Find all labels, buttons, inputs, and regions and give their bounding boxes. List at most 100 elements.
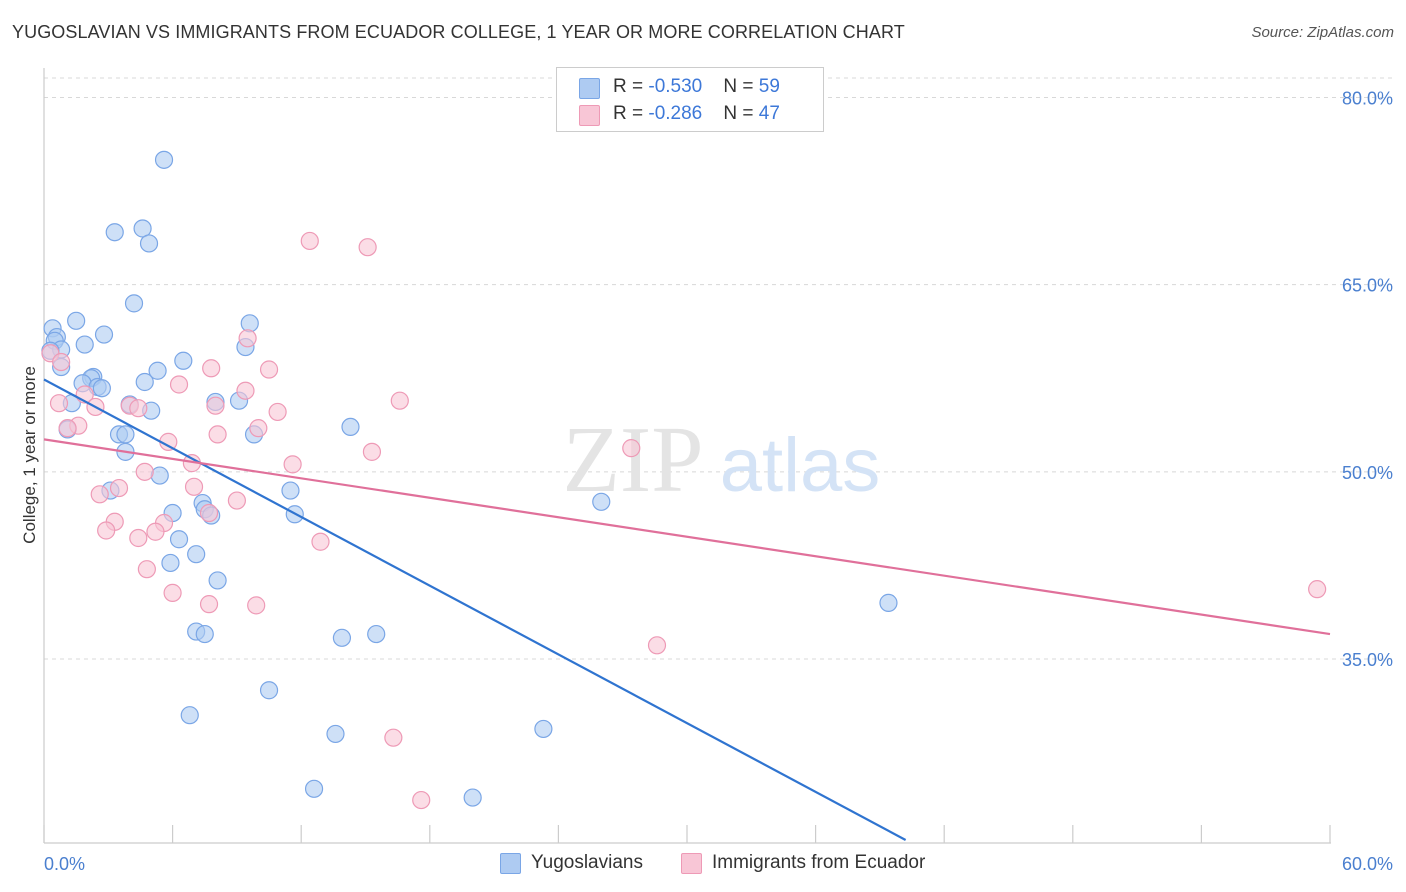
ecuador-point xyxy=(247,596,266,615)
yugoslavian-point xyxy=(879,593,898,612)
gridlines xyxy=(44,77,1395,660)
ecuador-point xyxy=(135,462,154,481)
yugoslavian-point xyxy=(592,492,611,511)
yugoslavian-point xyxy=(174,351,193,370)
yugoslavian-point xyxy=(463,788,482,807)
legend-label: Yugoslavians xyxy=(531,852,643,873)
yugoslavian-point xyxy=(154,150,174,169)
correlation-legend: R = -0.530 N = 59 R = -0.286 N = 47 xyxy=(556,67,824,132)
ecuador-point xyxy=(137,560,156,579)
ecuador-point xyxy=(283,455,302,474)
ecuador-point xyxy=(236,381,255,400)
r-label: R = xyxy=(613,76,649,97)
ecuador-point xyxy=(362,442,382,461)
ecuador-point xyxy=(109,478,129,498)
y-tick-label: 80.0% xyxy=(1342,88,1393,108)
ecuador-point xyxy=(390,391,409,410)
yugoslavian-point xyxy=(304,779,324,798)
ecuador-point xyxy=(49,394,69,413)
r-label: R = xyxy=(613,103,649,124)
yugoslavian-point xyxy=(133,219,152,238)
ecuador-point xyxy=(238,329,257,348)
ecuador-point xyxy=(97,521,116,540)
legend-swatch-pink xyxy=(681,853,702,874)
ecuador-point xyxy=(52,352,71,372)
yugoslavian-point xyxy=(139,234,159,253)
yugoslavian-point xyxy=(169,530,189,549)
ecuador-point xyxy=(647,636,667,655)
y-tick-label: 35.0% xyxy=(1342,650,1393,670)
ecuador-point xyxy=(300,231,319,251)
ecuador-point xyxy=(146,522,165,541)
tick-labels: 35.0% 50.0% 65.0% 80.0% 0.0% 60.0% xyxy=(44,88,1393,874)
yugoslavian-point xyxy=(105,223,124,242)
yugoslavian-point xyxy=(281,481,300,500)
ecuador-point xyxy=(268,402,287,422)
yugoslavian-point xyxy=(116,425,135,444)
ecuador-trend-line xyxy=(43,438,1331,636)
chart-title: YUGOSLAVIAN VS IMMIGRANTS FROM ECUADOR C… xyxy=(12,22,905,42)
yugoslavian-point xyxy=(534,719,553,739)
watermark-atlas: atlas xyxy=(720,423,881,508)
legend-stats: R = -0.286 N = 47 xyxy=(613,103,780,125)
y-tick-label: 50.0% xyxy=(1342,463,1393,483)
ecuador-point xyxy=(90,485,109,504)
legend-stats: R = -0.530 N = 59 xyxy=(613,76,780,98)
x-tick-label: 0.0% xyxy=(44,854,85,874)
yugoslavian-point xyxy=(259,681,279,700)
yugoslavian-trend-line xyxy=(43,378,907,841)
yugoslavian-point xyxy=(94,325,114,344)
ecuador-point xyxy=(58,419,77,438)
ecuador-point xyxy=(358,238,377,257)
yugoslavian-point xyxy=(208,571,227,590)
y-tick-label: 65.0% xyxy=(1342,276,1393,296)
source-label: Source: ZipAtlas.com xyxy=(1251,24,1394,41)
ecuador-point xyxy=(199,595,219,614)
yugoslavian-point xyxy=(135,372,154,392)
ecuador-point xyxy=(129,528,148,548)
yugoslavian-point xyxy=(341,417,360,437)
ecuador-point xyxy=(199,503,219,523)
n-value: 47 xyxy=(758,103,780,124)
yugoslavian-point xyxy=(75,335,94,354)
n-label: N = xyxy=(723,103,759,124)
r-value: -0.530 xyxy=(648,76,703,97)
ecuador-point xyxy=(202,359,221,378)
n-value: 59 xyxy=(758,76,780,97)
watermark: ZIP atlas xyxy=(563,408,881,512)
yugoslavian-point xyxy=(195,624,214,644)
yugoslavian-point xyxy=(180,706,199,725)
ecuador-point xyxy=(208,425,227,444)
legend-swatch-blue xyxy=(579,78,600,99)
ecuador-point xyxy=(249,419,268,438)
yugoslavian-point xyxy=(367,624,386,644)
x-tick-label: 60.0% xyxy=(1342,854,1393,874)
yugoslavian-point xyxy=(187,545,206,564)
legend-swatch-pink xyxy=(579,105,600,126)
ecuador-point xyxy=(311,532,330,551)
watermark-zip: ZIP xyxy=(563,408,704,512)
yugoslavian-point xyxy=(92,379,111,398)
ecuador-point xyxy=(1308,580,1327,599)
ecuador-point xyxy=(622,439,641,458)
yugoslavian-point xyxy=(332,628,352,647)
trend-lines xyxy=(43,378,1331,841)
ecuador-point xyxy=(259,360,279,379)
legend-swatch-blue xyxy=(500,853,521,874)
yugoslavian-point xyxy=(240,314,259,333)
yugoslavian-point xyxy=(150,466,169,485)
ecuador-point xyxy=(206,396,225,415)
n-label: N = xyxy=(723,76,759,97)
yugoslavian-point xyxy=(161,553,180,573)
yugoslavian-point xyxy=(326,724,345,744)
yugoslavian-point xyxy=(124,294,144,313)
axes xyxy=(43,68,1331,844)
ecuador-point xyxy=(184,477,204,496)
ecuador-point xyxy=(129,399,148,418)
ecuador-point xyxy=(169,375,189,394)
ecuador-point xyxy=(384,728,403,747)
ecuador-point xyxy=(412,790,431,810)
data-points xyxy=(41,150,1327,810)
yugoslavian-point xyxy=(67,311,86,330)
